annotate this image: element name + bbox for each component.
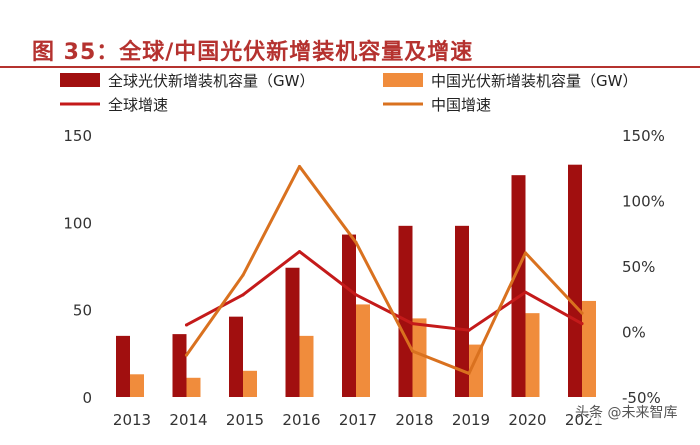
china-capacity-bar <box>186 377 201 397</box>
y-right-tick-label: -50% <box>622 389 661 407</box>
global-growth-point <box>524 290 527 294</box>
china-capacity-bar <box>582 300 596 397</box>
global-growth-point <box>411 322 414 326</box>
china-capacity-bar <box>525 313 540 397</box>
global-growth-point <box>185 323 188 327</box>
global-capacity-bar <box>172 334 187 397</box>
x-tick-label: 2014 <box>169 411 207 429</box>
legend-label: 全球光伏新增装机容量（GW） <box>108 72 314 90</box>
global-growth-point <box>580 322 584 326</box>
legend-label: 中国增速 <box>431 96 491 114</box>
china-growth-point <box>524 251 527 255</box>
x-tick-label: 2013 <box>113 411 151 429</box>
global-capacity-bar <box>229 316 243 397</box>
y-right-tick-label: 0% <box>622 324 646 342</box>
global-capacity-bar <box>116 335 130 397</box>
x-tick-label: 2015 <box>226 411 264 429</box>
global-capacity-bar <box>398 225 413 397</box>
y-right-tick-label: 50% <box>622 258 655 276</box>
x-tick-label: 2019 <box>452 411 490 429</box>
legend-label: 全球增速 <box>108 96 168 114</box>
global-capacity-bar <box>285 267 300 397</box>
china-capacity-bar <box>412 318 427 397</box>
figure-title: 图 35：全球/中国光伏新增装机容量及增速 <box>32 40 474 65</box>
x-tick-label: 2017 <box>339 411 377 429</box>
y-left-tick-label: 0 <box>82 389 92 407</box>
china-growth-point <box>298 164 301 168</box>
china-growth-point <box>241 273 245 277</box>
global-growth-point <box>467 328 471 332</box>
global-growth-line <box>185 250 584 332</box>
legend-swatch <box>60 73 100 87</box>
china-capacity-bar <box>469 344 483 397</box>
china-growth-point <box>411 349 414 353</box>
watermark-badge <box>588 398 614 424</box>
global-capacity-bar <box>342 234 356 397</box>
y-right-tick-label: 100% <box>622 193 665 211</box>
china-growth-point <box>467 371 471 375</box>
title-divider <box>0 66 700 68</box>
china-capacity-bar <box>130 374 144 397</box>
y-right-tick-label: 150% <box>622 127 665 145</box>
china-growth-line <box>185 164 584 375</box>
global-growth-point <box>354 293 358 297</box>
y-left-tick-label: 100 <box>63 214 92 232</box>
china-growth-point <box>354 240 358 244</box>
global-capacity-bar <box>511 175 526 397</box>
global-growth-point <box>241 293 245 297</box>
china-growth-point <box>580 311 584 315</box>
global-growth-point <box>298 250 301 254</box>
legend-swatch <box>383 73 423 87</box>
china-capacity-bar <box>243 370 257 397</box>
legend-label: 中国光伏新增装机容量（GW） <box>431 72 637 90</box>
global-capacity-bar <box>455 225 469 397</box>
y-left-tick-label: 150 <box>63 127 92 145</box>
china-growth-point <box>185 353 188 357</box>
x-tick-label: 2016 <box>282 411 320 429</box>
x-tick-label: 2018 <box>395 411 433 429</box>
x-tick-label: 2020 <box>508 411 546 429</box>
china-capacity-bar <box>299 335 314 397</box>
global-capacity-bar <box>568 164 582 397</box>
y-left-tick-label: 50 <box>73 302 92 320</box>
watermark-text: 头条 @未来智库 <box>575 405 678 421</box>
china-capacity-bar <box>356 304 370 397</box>
